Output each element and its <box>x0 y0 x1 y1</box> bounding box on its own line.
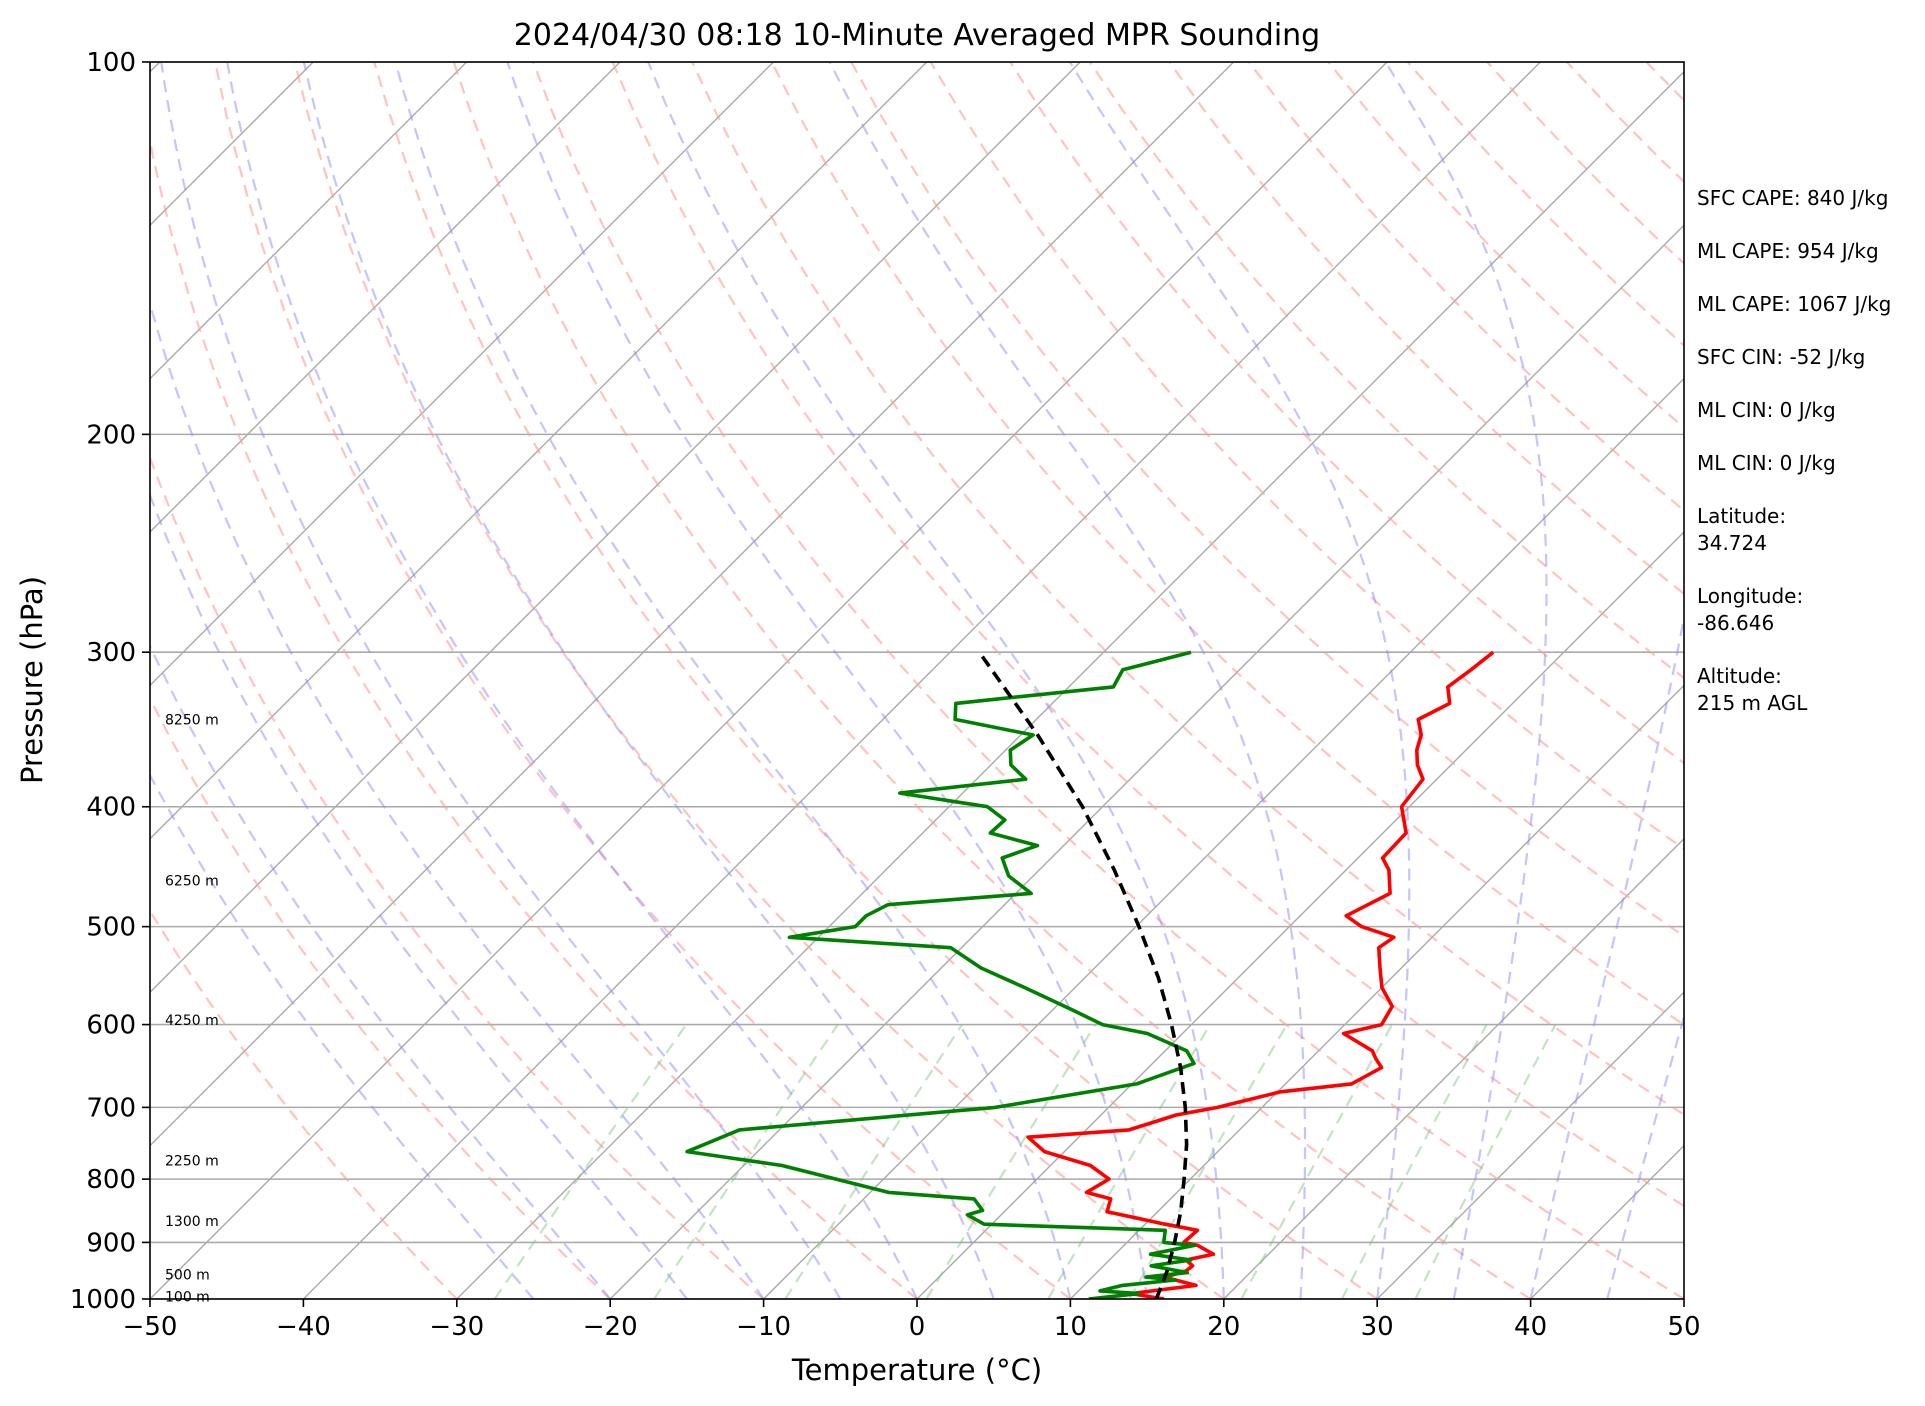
y-tick-label: 600 <box>86 1011 136 1041</box>
isotherm <box>150 62 468 380</box>
isotherm <box>150 62 1081 994</box>
mixing-ratio-line <box>1414 1024 1557 1299</box>
y-tick-label: 300 <box>86 638 136 668</box>
height-label: 8250 m <box>165 712 219 728</box>
moist-adiabat <box>394 62 1072 1299</box>
parcel-profile-line <box>977 651 1189 1299</box>
moist-adiabat <box>1068 62 1411 1299</box>
y-tick-label: 800 <box>86 1165 136 1195</box>
latitude-text: Latitude: 34.724 <box>1697 504 1787 555</box>
x-tick-label: 10 <box>1054 1312 1087 1342</box>
temperature-profile-line <box>1026 650 1495 1299</box>
y-tick-label: 200 <box>86 420 136 450</box>
height-label: 500 m <box>165 1267 210 1283</box>
mixing-ratio-line <box>784 1023 963 1299</box>
moist-adiabat <box>1606 1013 1684 1299</box>
x-tick-label: −50 <box>123 1312 178 1342</box>
height-label: 2250 m <box>165 1154 219 1170</box>
isotherm <box>150 62 1235 1147</box>
moist-adiabat <box>150 299 765 1299</box>
moist-adiabat <box>1384 62 1548 1299</box>
height-label: 6250 m <box>165 874 219 890</box>
sfc-cin-text: SFC CIN: -52 J/kg <box>1697 345 1866 369</box>
mixing-ratio-line <box>653 1023 839 1299</box>
dry-adiabat <box>150 696 611 1299</box>
height-label: 1300 m <box>165 1214 219 1230</box>
mixing-ratio-line <box>925 1024 1097 1299</box>
x-tick-label: −20 <box>583 1312 638 1342</box>
isotherm <box>150 62 928 840</box>
moist-adiabat <box>647 62 1225 1299</box>
moist-adiabat <box>150 492 688 1299</box>
x-tick-label: −40 <box>276 1312 331 1342</box>
x-tick-label: 0 <box>909 1312 926 1342</box>
mixing-ratio-line <box>1240 1024 1394 1299</box>
mixing-ratio-line <box>493 1023 688 1299</box>
y-tick-label: 100 <box>86 48 136 78</box>
x-tick-label: 40 <box>1514 1312 1547 1342</box>
moist-adiabat <box>302 62 995 1299</box>
dry-adiabat <box>150 135 918 1299</box>
height-label: 4250 m <box>165 1013 219 1029</box>
x-axis-label: Temperature (°C) <box>791 1353 1042 1387</box>
dewpoint-profile-line <box>685 650 1197 1299</box>
ml-cin-text: ML CIN: 0 J/kg <box>1697 398 1836 422</box>
dry-adiabat <box>532 62 1684 1299</box>
chart-title: 2024/04/30 08:18 10-Minute Averaged MPR … <box>514 18 1320 53</box>
mu-cape-text: ML CAPE: 1067 J/kg <box>1697 292 1892 316</box>
y-tick-label: 400 <box>86 793 136 823</box>
mu-cin-text: ML CIN: 0 J/kg <box>1697 451 1836 475</box>
moist-adiabat <box>160 62 842 1299</box>
dry-adiabat <box>1168 62 1684 596</box>
dry-adiabat <box>373 62 1378 1299</box>
y-tick-label: 1000 <box>70 1285 136 1315</box>
ml-cape-text: ML CAPE: 954 J/kg <box>1697 239 1879 263</box>
isotherm <box>456 70 1684 1299</box>
isotherm <box>150 62 1388 1299</box>
y-tick-label: 900 <box>86 1228 136 1258</box>
isotherm <box>1376 991 1684 1299</box>
y-tick-label: 700 <box>86 1093 136 1123</box>
isotherm <box>0 62 6 1299</box>
x-tick-label: 30 <box>1361 1312 1394 1342</box>
altitude-text: Altitude: 215 m AGL <box>1697 664 1808 715</box>
height-label: 100 m <box>165 1289 210 1305</box>
moist-adiabat <box>828 62 1307 1299</box>
mixing-ratio-line <box>1128 1024 1288 1299</box>
moist-adiabat <box>226 62 918 1299</box>
x-tick-label: 20 <box>1207 1312 1240 1342</box>
moist-adiabat <box>1529 612 1684 1299</box>
y-axis-label: Pressure (hPa) <box>15 576 49 784</box>
isotherm <box>1223 837 1684 1299</box>
longitude-text: Longitude: -86.646 <box>1697 584 1804 635</box>
mixing-ratio-line <box>1047 1024 1212 1299</box>
isotherm <box>609 224 1684 1299</box>
isotherm <box>150 62 621 533</box>
sfc-cape-text: SFC CAPE: 840 J/kg <box>1697 186 1889 210</box>
dry-adiabat <box>214 62 1072 1299</box>
x-tick-label: 50 <box>1667 1312 1700 1342</box>
isotherm <box>763 377 1684 1299</box>
x-tick-label: −10 <box>736 1312 791 1342</box>
moist-adiabat <box>506 62 1149 1299</box>
dry-adiabat <box>150 454 765 1299</box>
mixing-ratio-line <box>1340 1024 1488 1299</box>
sounding-indices-panel: SFC CAPE: 840 J/kg ML CAPE: 954 J/kg ML … <box>1697 185 1922 743</box>
dry-adiabat <box>150 908 458 1299</box>
isotherm <box>916 531 1684 1299</box>
isotherm <box>302 62 1541 1299</box>
x-tick-label: −30 <box>429 1312 484 1342</box>
y-tick-label: 500 <box>86 913 136 943</box>
isotherm <box>150 62 774 687</box>
